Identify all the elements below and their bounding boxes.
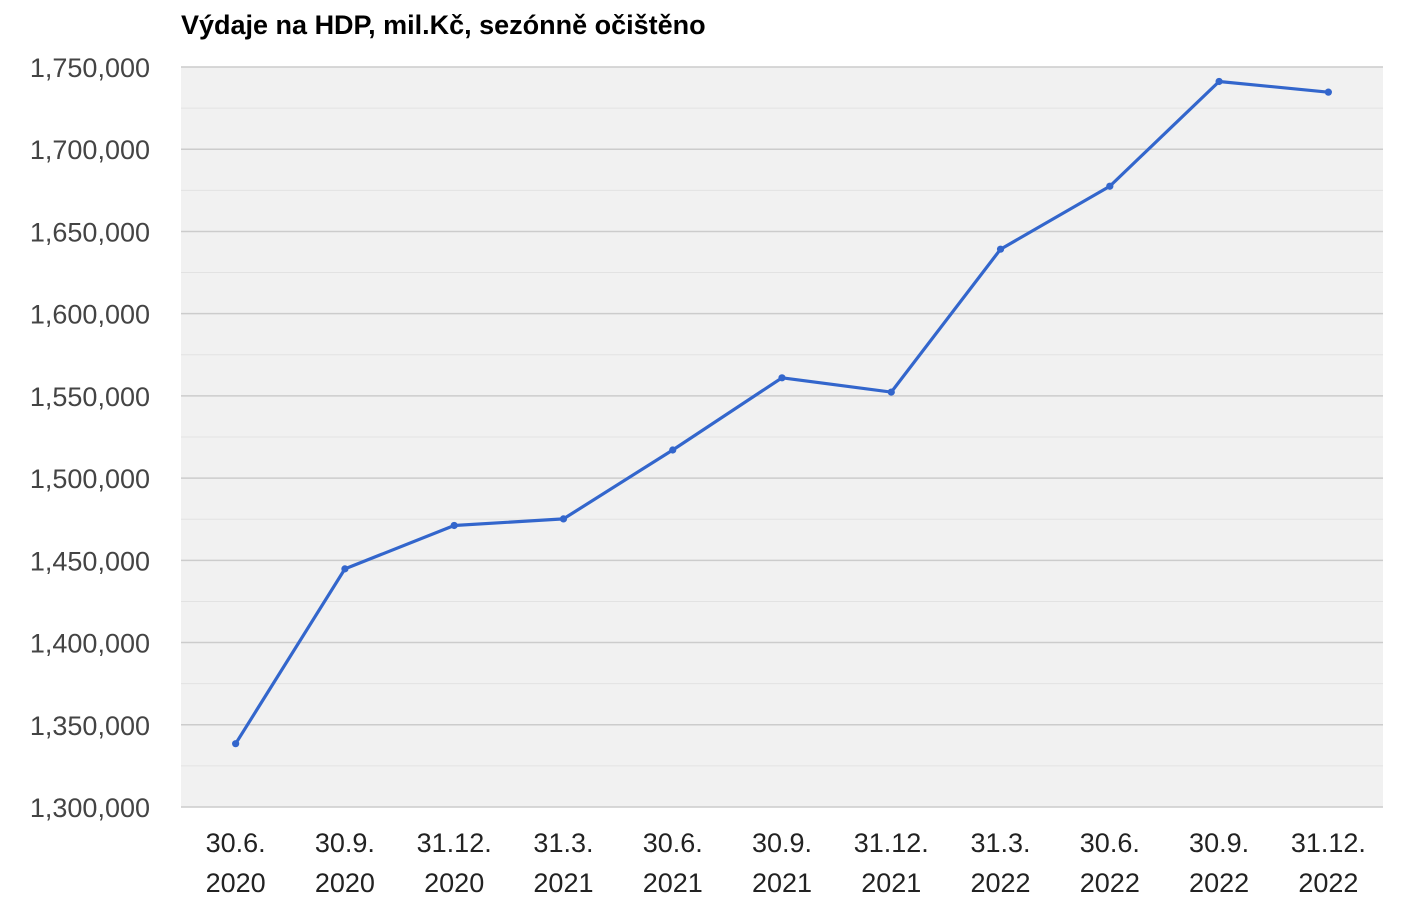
- y-tick-label: 1,400,000: [30, 629, 150, 659]
- y-tick-label: 1,750,000: [30, 53, 150, 83]
- x-tick-label: 31.3.: [533, 828, 593, 858]
- y-tick-label: 1,450,000: [30, 546, 150, 576]
- data-point: [887, 388, 895, 396]
- minor-gridlines: [181, 107, 1383, 767]
- x-tick-label: 31.12.: [854, 828, 929, 858]
- data-point: [1106, 182, 1114, 190]
- x-tick-label: 31.12.: [1291, 828, 1366, 858]
- x-tick-label: 30.9.: [752, 828, 812, 858]
- x-tick-label: 30.6.: [643, 828, 703, 858]
- x-tick-label: 2022: [971, 868, 1031, 898]
- x-axis: 30.6. 2020 30.9. 2020 31.12. 2020 31.3. 2021 30.…: [206, 828, 1366, 898]
- x-tick-label: 30.9.: [315, 828, 375, 858]
- x-tick-label: 30.9.: [1189, 828, 1249, 858]
- x-tick-label: 2020: [424, 868, 484, 898]
- data-point: [341, 565, 349, 573]
- data-point: [559, 515, 568, 523]
- x-tick-label: 2022: [1080, 868, 1140, 898]
- data-point: [778, 374, 786, 382]
- series-layer: [232, 77, 1332, 748]
- data-point: [450, 521, 458, 530]
- y-tick-label: 1,500,000: [30, 464, 150, 494]
- data-point: [1324, 88, 1332, 96]
- data-point: [1215, 77, 1223, 86]
- y-tick-label: 1,650,000: [30, 217, 150, 247]
- data-point: [669, 446, 677, 454]
- x-tick-label: 31.3.: [971, 828, 1031, 858]
- x-tick-label: 2021: [861, 868, 921, 898]
- y-tick-label: 1,600,000: [30, 300, 150, 330]
- y-axis: 1,300,000 1,350,000 1,400,000 1,450,000 1,50…: [30, 53, 150, 823]
- x-tick-label: 2020: [206, 868, 266, 898]
- y-tick-label: 1,700,000: [30, 135, 150, 165]
- y-tick-label: 1,550,000: [30, 382, 150, 412]
- x-tick-label: 2021: [533, 868, 593, 898]
- x-tick-label: 31.12.: [417, 828, 492, 858]
- x-tick-label: 30.6.: [1080, 828, 1140, 858]
- major-gridlines: [181, 66, 1383, 808]
- chart-title: Výdaje na HDP, mil.Kč, sezónně očištěno: [181, 10, 706, 40]
- x-tick-label: 30.6.: [206, 828, 266, 858]
- y-tick-label: 1,300,000: [30, 793, 150, 823]
- data-point: [996, 245, 1005, 253]
- x-tick-label: 2022: [1189, 868, 1249, 898]
- x-tick-label: 2022: [1298, 868, 1358, 898]
- x-tick-label: 2021: [752, 868, 812, 898]
- data-point: [232, 740, 240, 748]
- x-tick-label: 2021: [643, 868, 703, 898]
- y-tick-label: 1,350,000: [30, 711, 150, 741]
- x-tick-label: 2020: [315, 868, 375, 898]
